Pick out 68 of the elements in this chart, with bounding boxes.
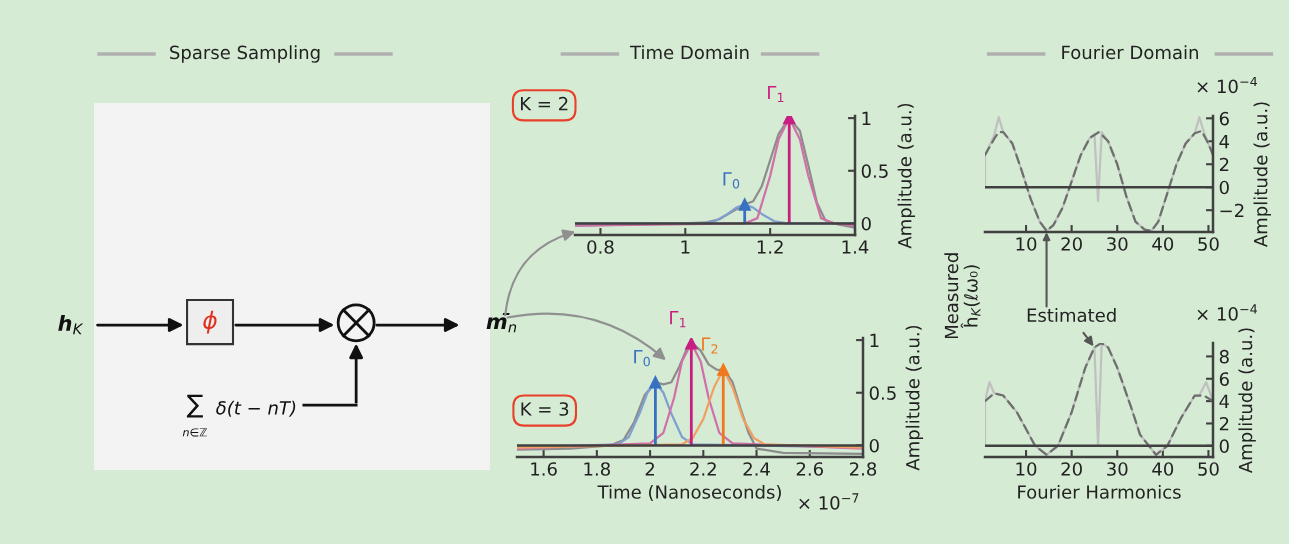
series-label: Γ$_{0}$ — [634, 350, 650, 367]
x-tick-label: 10 — [1016, 462, 1037, 476]
point — [649, 375, 662, 389]
y-tick-label: 0.5 — [869, 386, 896, 400]
text: × 10$^{−7}$ — [799, 493, 859, 510]
text: ϕ — [203, 310, 217, 334]
text: n∈ℤ — [182, 428, 207, 437]
text: Sparse Sampling — [170, 45, 320, 63]
annotation: Estimated — [1027, 308, 1116, 323]
x-tick-label: 1.4 — [842, 240, 869, 254]
x-tick-label: 1.2 — [757, 240, 783, 254]
text: × 10$^{−4}$ — [1197, 76, 1258, 94]
y-tick-label: −2 — [1220, 203, 1244, 218]
x-tick-label: 50 — [1198, 462, 1219, 476]
x-tick-label: 2.8 — [849, 462, 877, 476]
y-axis-title: Amplitude (a.u.) — [905, 325, 924, 471]
y-tick-label: 0 — [1219, 180, 1229, 195]
text: δ(t − nT) — [216, 400, 296, 417]
text: K = 2 — [521, 96, 568, 111]
y-tick-label: 6 — [1219, 111, 1229, 126]
text: m̄$_{n}$ — [486, 313, 517, 333]
y-axis-title: Amplitude (a.u.) — [1253, 102, 1271, 248]
chart-title: Time Domain — [629, 45, 749, 60]
y-tick-label: 2 — [1219, 157, 1229, 172]
x-tick-label: 2.2 — [690, 462, 716, 476]
x-axis-title: Fourier Harmonics — [1018, 484, 1181, 499]
x-tick-label: 1 — [681, 240, 690, 254]
text: ĥ$_{K}$(ℓω₀) — [960, 265, 981, 329]
y-tick-label: 6 — [1219, 372, 1229, 386]
y-tick-label: 1 — [870, 333, 879, 347]
series-label: Γ$_{1}$ — [768, 85, 784, 103]
text: h$_{K}$ — [58, 314, 84, 335]
x-tick-label: 2.6 — [796, 462, 823, 476]
annotation: K = 3 — [521, 402, 569, 416]
x-tick-label: 2.4 — [743, 462, 770, 476]
y-tick-label: 2 — [1219, 416, 1229, 431]
text: ∑ — [186, 394, 203, 418]
point — [685, 338, 698, 350]
x-tick-label: 30 — [1107, 462, 1128, 476]
x-tick-label: 0.8 — [587, 240, 614, 254]
x-tick-label: 40 — [1152, 462, 1174, 476]
x-tick-label: 2 — [645, 462, 655, 476]
text: × 10$^{−4}$ — [1197, 304, 1258, 321]
x-tick-label: 1.6 — [531, 462, 557, 476]
x-tick-label: 50 — [1198, 237, 1219, 251]
x-tick-label: 40 — [1152, 237, 1174, 251]
y-axis-title: Amplitude (a.u.) — [897, 103, 916, 249]
y-tick-label: 1 — [862, 111, 871, 125]
y-tick-label: 0 — [1219, 439, 1229, 453]
y-tick-label: 4 — [1219, 134, 1230, 149]
series-label: Γ$_{2}$ — [702, 337, 718, 354]
y-tick-label: 0 — [861, 216, 871, 231]
x-axis-title: Time (Nanoseconds) — [597, 484, 781, 501]
series-label: Γ$_{1}$ — [670, 311, 686, 328]
x-tick-label: 1.8 — [584, 462, 610, 476]
x-tick-label: 10 — [1016, 237, 1037, 251]
y-tick-label: 0.5 — [861, 164, 888, 178]
x-tick-label: 20 — [1061, 462, 1082, 476]
point — [717, 363, 730, 376]
y-tick-label: 8 — [1219, 349, 1229, 364]
y-axis-title: Amplitude (a.u.) — [1238, 328, 1256, 474]
text: Measured — [944, 253, 959, 339]
series-label: Γ$_{0}$ — [723, 172, 740, 189]
chart-title: Fourier Domain — [1062, 45, 1198, 60]
x-tick-label: 30 — [1107, 237, 1128, 251]
y-tick-label: 0 — [869, 438, 879, 453]
x-tick-label: 20 — [1061, 237, 1082, 251]
y-tick-label: 4 — [1219, 394, 1230, 408]
